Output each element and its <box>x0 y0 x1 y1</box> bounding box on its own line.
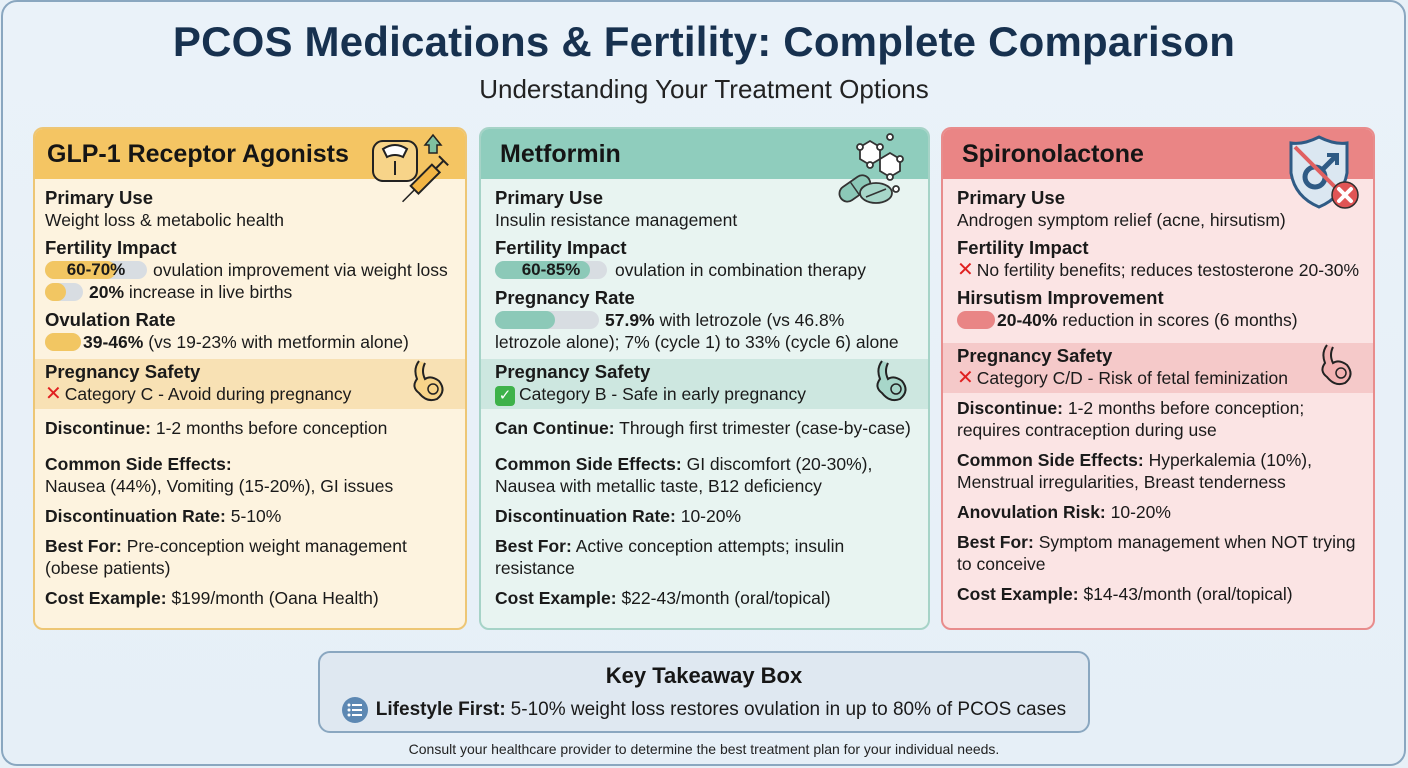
page-subtitle: Understanding Your Treatment Options <box>479 74 929 104</box>
pregnant-woman-icon <box>407 359 447 414</box>
pregnancy-safety-band: Pregnancy Safety ✕ Category C/D - Risk of… <box>943 343 1373 393</box>
pregnancy-safety-band: Pregnancy Safety ✕ Category C - Avoid dur… <box>35 359 465 409</box>
primary-use-label: Primary Use <box>45 187 153 208</box>
card-title: Spironolactone <box>962 139 1144 168</box>
pregnant-woman-icon <box>870 359 910 414</box>
key-takeaway-box: Key Takeaway Box Lifestyle First: 5-10% … <box>318 651 1090 733</box>
progress-bar: 60-70% <box>45 261 147 279</box>
list-icon <box>341 697 368 723</box>
card-title: GLP-1 Receptor Agonists <box>47 139 349 168</box>
takeaway-label: Lifestyle First: <box>375 699 506 720</box>
scale-syringe-icon <box>367 133 457 220</box>
card-header: Metformin <box>481 129 928 204</box>
footer-disclaimer: Consult your healthcare provider to dete… <box>408 741 1000 757</box>
fertility-label: Fertility Impact <box>45 237 177 258</box>
takeaway-title: Key Takeaway Box <box>605 663 803 688</box>
card-header: GLP-1 Receptor Agonists <box>35 129 465 203</box>
page-title: PCOS Medications & Fertility: Complete C… <box>172 18 1236 65</box>
pregnant-woman-icon <box>1315 343 1355 398</box>
progress-bar <box>45 333 81 351</box>
card-header: Spironolactone <box>943 129 1373 209</box>
pregnancy-safety-band: Pregnancy Safety ✓ Category B - Safe in e… <box>481 359 928 409</box>
progress-bar <box>495 311 599 329</box>
primary-use-value: Weight loss & metabolic health <box>45 210 284 230</box>
molecule-pills-icon <box>830 133 920 220</box>
x-mark-icon: ✕ <box>45 383 62 405</box>
progress-bar: 60-85% <box>495 261 607 279</box>
check-mark-icon: ✓ <box>495 386 515 406</box>
progress-bar <box>45 283 83 301</box>
card-glp1: GLP-1 Receptor Agonists Primary Use Weig… <box>33 127 467 630</box>
ovulation-label: Ovulation Rate <box>45 309 176 330</box>
takeaway-text: 5-10% weight loss restores ovulation in … <box>510 699 1067 720</box>
shield-no-androgen-icon <box>1285 133 1365 220</box>
progress-bar <box>957 311 995 329</box>
x-mark-icon: ✕ <box>957 367 974 389</box>
card-metformin: Metformin Primary Use Insulin resistance… <box>479 127 930 630</box>
x-mark-icon: ✕ <box>957 259 974 281</box>
card-title: Metformin <box>500 139 621 168</box>
card-spironolactone: Spironolactone Primary Use Androgen symp… <box>941 127 1375 630</box>
